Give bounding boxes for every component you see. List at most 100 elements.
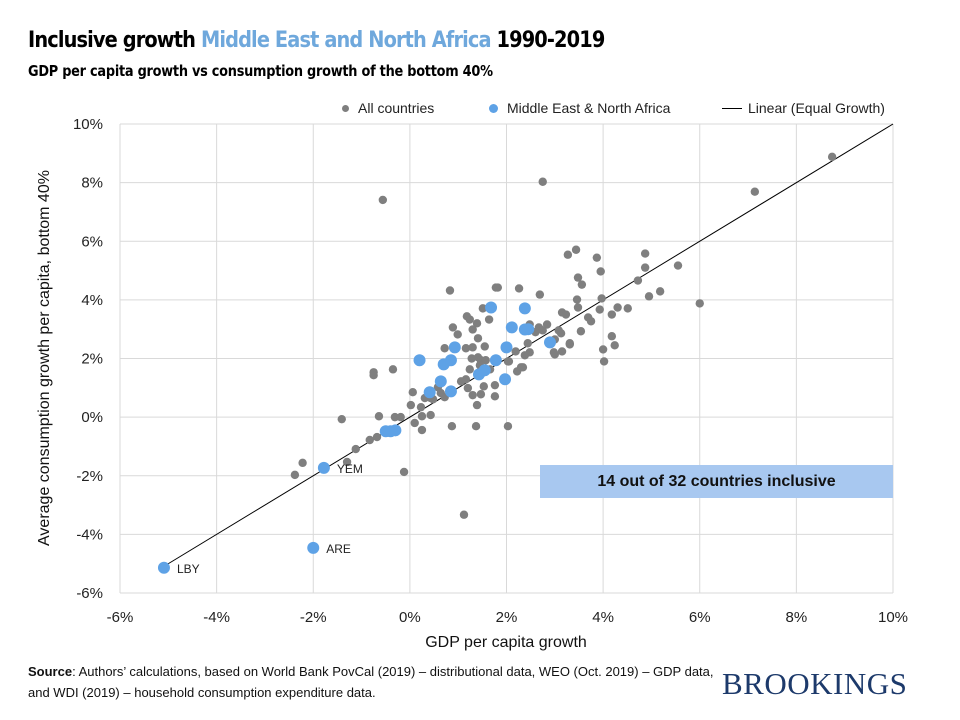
source-text: : Authors’ calculations, based on World … — [28, 664, 714, 700]
line-icon — [722, 107, 742, 109]
all-countries-point — [633, 276, 643, 285]
mena-point — [434, 375, 447, 388]
all-countries-point — [478, 304, 488, 313]
source-label: Source — [28, 664, 73, 679]
all-countries-point — [372, 432, 382, 442]
legend-all-countries: All countries — [342, 100, 434, 116]
all-countries-point — [576, 327, 586, 336]
all-countries-point — [342, 457, 352, 467]
all-countries-point — [520, 351, 530, 360]
all-countries-point — [390, 412, 400, 422]
mena-point — [478, 364, 491, 377]
mena-point — [317, 461, 330, 474]
title-suffix: 1990-2019 — [496, 28, 606, 53]
all-countries-point — [410, 418, 419, 428]
all-countries-point — [565, 339, 574, 348]
mena-point — [543, 336, 556, 349]
all-countries-point — [597, 294, 606, 303]
all-countries-point — [572, 295, 582, 304]
all-countries-point — [503, 357, 513, 366]
all-countries-point — [640, 249, 650, 258]
y-tick-label: -2% — [76, 468, 103, 485]
mena-point — [444, 354, 457, 367]
all-countries-point — [607, 332, 617, 341]
all-countries-point — [491, 283, 501, 292]
x-tick-label: -4% — [203, 609, 230, 626]
all-countries-point — [408, 388, 417, 397]
mena-point — [413, 354, 426, 367]
all-countries-point — [426, 410, 435, 420]
all-countries-point — [468, 343, 477, 352]
all-countries-point — [549, 348, 559, 357]
all-countries-point — [595, 305, 604, 314]
all-countries-point — [644, 292, 654, 301]
all-countries-point — [290, 470, 300, 480]
all-countries-point — [447, 422, 457, 431]
y-axis-label: Average consumption growth per capita, b… — [36, 170, 53, 546]
all-countries-point — [298, 458, 307, 468]
all-countries-point — [472, 400, 482, 410]
mena-point — [500, 341, 513, 354]
all-countries-point — [673, 261, 683, 270]
y-tick-label: 6% — [81, 233, 103, 250]
y-tick-label: 2% — [81, 351, 103, 368]
country-label: ARE — [326, 542, 351, 556]
all-countries-point — [465, 315, 474, 324]
all-countries-point — [480, 342, 489, 351]
all-countries-point — [563, 250, 573, 259]
all-countries-point — [538, 177, 547, 186]
callout-box: 14 out of 32 countries inclusive — [540, 465, 893, 498]
mena-point — [499, 373, 512, 386]
all-countries-point — [476, 390, 486, 399]
legend-label: Middle East & North Africa — [507, 100, 671, 116]
x-tick-label: 10% — [878, 609, 908, 626]
all-countries-point — [440, 344, 449, 353]
all-countries-point — [573, 273, 583, 282]
all-countries-point — [399, 467, 409, 477]
x-tick-label: -6% — [107, 609, 134, 626]
source-note: Source: Authors’ calculations, based on … — [28, 661, 718, 703]
all-countries-point — [514, 284, 524, 293]
all-countries-point — [511, 347, 520, 356]
x-tick-label: 4% — [592, 609, 614, 626]
all-countries-point — [351, 444, 360, 454]
y-tick-label: -6% — [76, 585, 103, 602]
all-countries-point — [406, 400, 416, 410]
all-countries-point — [465, 365, 474, 374]
all-countries-point — [365, 435, 374, 445]
all-countries-point — [416, 402, 426, 412]
all-countries-point — [586, 317, 596, 326]
all-countries-point — [561, 310, 571, 319]
all-countries-point — [468, 390, 477, 400]
all-countries-point — [512, 367, 522, 376]
all-countries-point — [417, 412, 427, 421]
mena-point — [505, 321, 518, 334]
all-countries-point — [445, 286, 455, 295]
all-countries-point — [599, 357, 609, 366]
all-countries-point — [471, 422, 481, 431]
x-tick-label: 8% — [786, 609, 808, 626]
all-countries-point — [750, 187, 760, 196]
legend-label: Linear (Equal Growth) — [748, 100, 885, 116]
all-countries-point — [374, 412, 384, 421]
x-tick-label: 2% — [496, 609, 518, 626]
all-countries-point — [538, 326, 547, 335]
all-countries-point — [554, 326, 563, 335]
all-countries-point — [467, 354, 476, 363]
all-countries-point — [448, 323, 458, 332]
all-countries-point — [388, 365, 398, 374]
mena-point — [489, 354, 502, 367]
mena-point — [307, 541, 320, 554]
legend-mena: Middle East & North Africa — [489, 100, 670, 116]
legend-linear: Linear (Equal Growth) — [722, 100, 885, 116]
blue-dot-icon — [489, 103, 498, 113]
mena-point — [389, 424, 402, 437]
mena-point — [518, 302, 531, 315]
country-label: LBY — [177, 562, 200, 576]
mena-point — [448, 341, 461, 354]
mena-point — [444, 385, 457, 398]
mena-point — [423, 386, 436, 399]
x-tick-label: -2% — [300, 609, 327, 626]
